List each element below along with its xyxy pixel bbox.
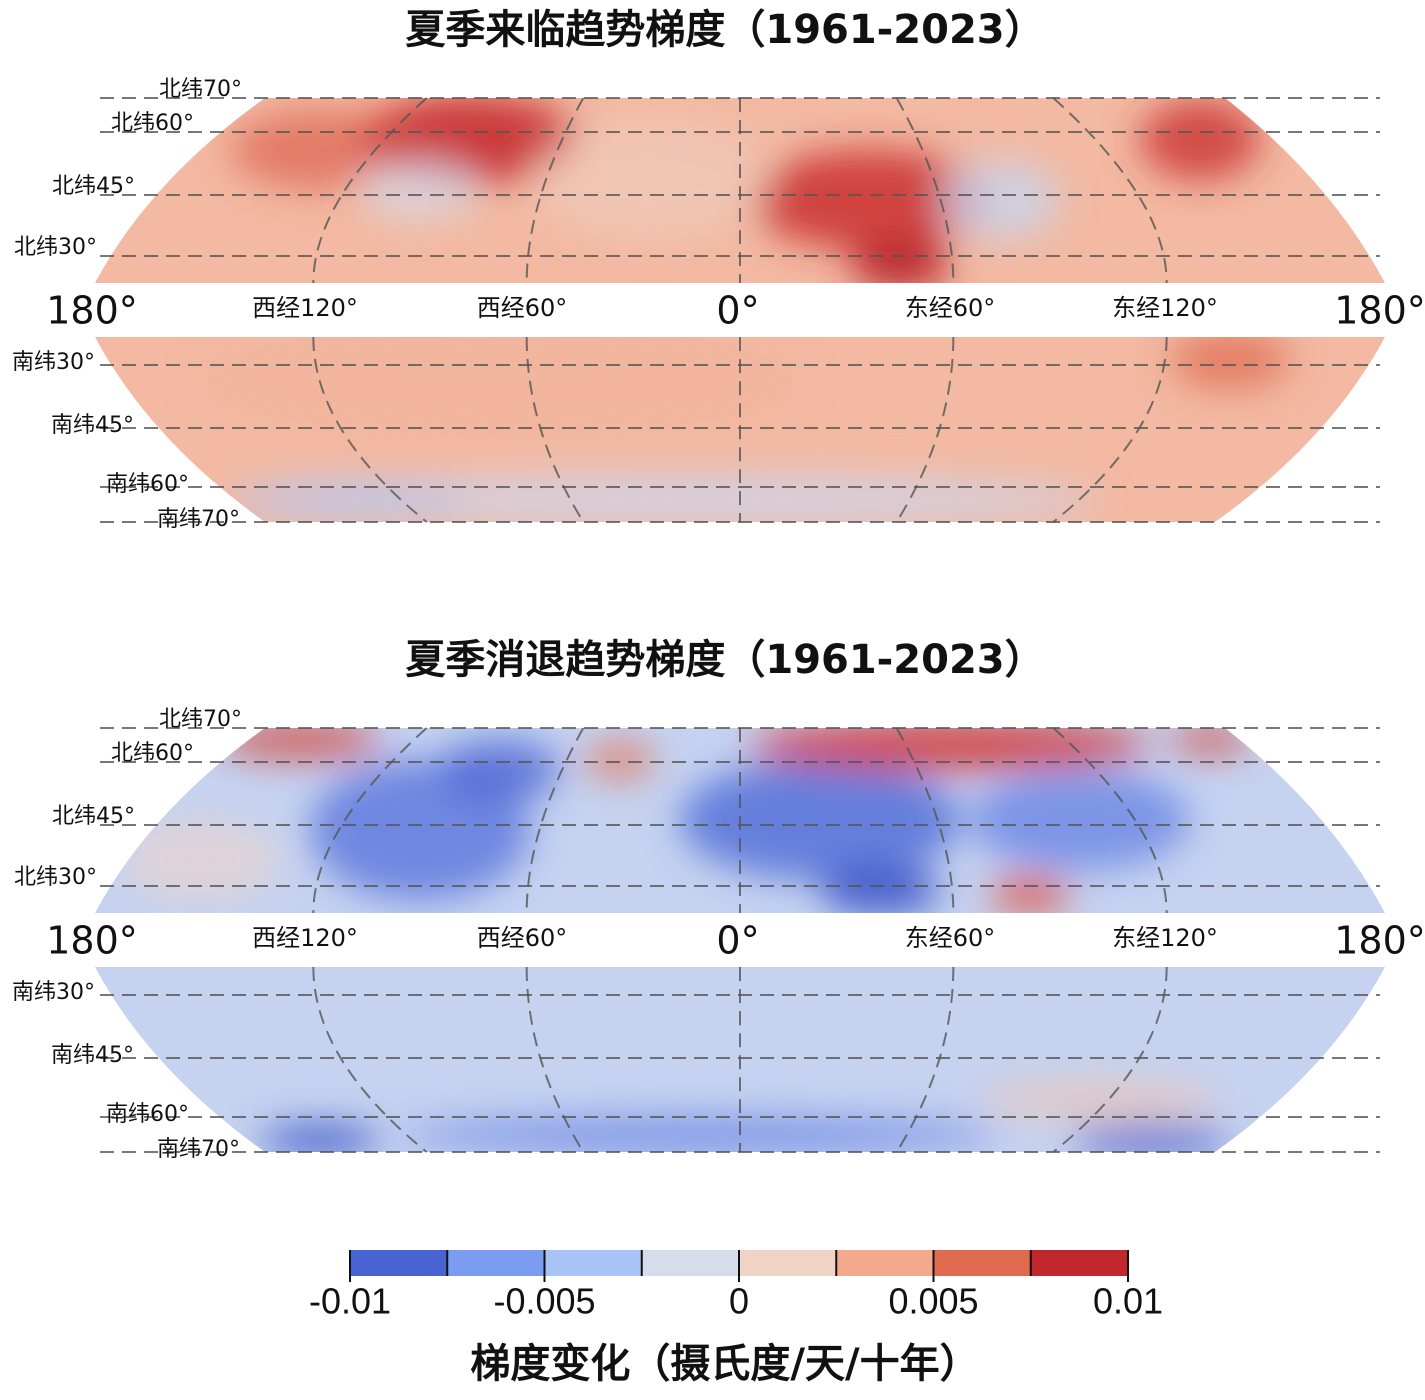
anomaly	[120, 820, 280, 900]
equator-band	[0, 914, 1425, 966]
anomaly	[530, 120, 770, 240]
longitude-label: 西经120°	[252, 924, 358, 952]
map-title: 夏季消退趋势梯度（1961-2023）	[405, 637, 1044, 683]
anomaly	[970, 770, 1190, 870]
colorbar-band	[836, 1250, 934, 1276]
longitude-label: 西经60°	[477, 924, 568, 952]
anomaly	[1070, 1125, 1230, 1152]
colorbar-band	[641, 1250, 739, 1276]
meridian	[312, 727, 428, 1153]
anomaly	[1170, 728, 1250, 755]
latitude-label: 南纬70°	[157, 1137, 240, 1162]
longitude-label: 180°	[1334, 919, 1425, 963]
anomaly	[680, 760, 960, 880]
anomaly	[750, 728, 1150, 770]
longitude-label: 0°	[716, 289, 759, 333]
colorbar-label: 梯度变化（摄氏度/天/十年）	[470, 1341, 979, 1387]
colorbar-tick-label: 0.005	[888, 1281, 978, 1322]
latitude-label: 南纬45°	[51, 413, 134, 438]
anomaly	[980, 1080, 1220, 1120]
latitude-label: 北纬60°	[111, 111, 194, 136]
latitude-label: 南纬70°	[157, 507, 240, 532]
longitude-label: 西经60°	[477, 294, 568, 322]
map-anomalies	[120, 728, 1250, 1152]
meridian	[312, 97, 428, 523]
meridian	[525, 97, 585, 523]
meridian	[895, 727, 955, 1153]
anomaly	[585, 740, 655, 780]
anomaly	[230, 480, 470, 520]
anomaly	[850, 240, 950, 290]
colorbar-tick-label: -0.005	[493, 1281, 595, 1322]
latitude-label: 北纬30°	[14, 865, 97, 890]
anomaly	[220, 728, 380, 760]
colorbar-band	[933, 1250, 1031, 1276]
colorbar: -0.01 -0.005 0 0.005 0.01 梯度变化（摄氏度/天/十年）	[309, 1250, 1163, 1387]
anomaly	[360, 160, 480, 220]
colorbar-band	[739, 1250, 837, 1276]
latitude-label: 南纬30°	[12, 350, 95, 375]
longitude-label: 东经120°	[1112, 294, 1218, 322]
longitude-label: 东经120°	[1112, 924, 1218, 952]
meridian	[895, 97, 955, 523]
longitude-label: 东经60°	[905, 924, 996, 952]
map-anomalies	[200, 98, 1290, 522]
colorbar-tick-label: -0.01	[309, 1281, 391, 1322]
meridian	[525, 727, 585, 1153]
colorbar-band	[447, 1250, 545, 1276]
colorbar-band	[350, 1250, 448, 1276]
meridian	[1052, 727, 1168, 1153]
map-panel: 夏季消退趋势梯度（1961-2023） 北纬70° 北纬60° 北纬45° 北纬30° 南…	[0, 637, 1425, 1162]
latitude-label: 南纬60°	[106, 1102, 189, 1127]
meridian	[1052, 97, 1168, 523]
colorbar-band	[1030, 1250, 1128, 1276]
anomaly	[200, 330, 800, 430]
latitude-label: 北纬30°	[14, 235, 97, 260]
anomaly	[750, 150, 990, 250]
longitude-label: 180°	[46, 289, 138, 333]
anomaly	[820, 865, 940, 915]
latitude-label: 北纬45°	[52, 804, 135, 829]
anomaly	[230, 110, 410, 190]
map-panel: 夏季来临趋势梯度（1961-2023） 北纬70° 北纬60° 北纬45° 北纬30° 南…	[0, 7, 1425, 532]
anomaly	[260, 1125, 380, 1152]
anomaly	[440, 740, 560, 800]
longitude-label: 180°	[46, 919, 138, 963]
longitude-label: 180°	[1334, 289, 1425, 333]
equator-band	[0, 284, 1425, 336]
colorbar-band	[544, 1250, 642, 1276]
latitude-label: 南纬30°	[12, 980, 95, 1005]
latitude-label: 南纬45°	[51, 1043, 134, 1068]
latitude-label: 北纬45°	[52, 174, 135, 199]
latitude-label: 北纬70°	[159, 77, 242, 102]
anomaly	[990, 877, 1070, 913]
anomaly	[400, 1117, 1000, 1152]
latitude-label: 北纬70°	[159, 707, 242, 732]
longitude-label: 0°	[716, 919, 759, 963]
anomaly	[1140, 100, 1260, 180]
colorbar-tick-label: 0	[729, 1281, 749, 1322]
latitude-label: 南纬60°	[106, 472, 189, 497]
map-title: 夏季来临趋势梯度（1961-2023）	[405, 7, 1044, 53]
anomaly	[940, 160, 1060, 240]
colorbar-tick-label: 0.01	[1093, 1281, 1163, 1322]
anomaly	[1170, 330, 1290, 390]
longitude-label: 东经60°	[905, 294, 996, 322]
longitude-label: 西经120°	[252, 294, 358, 322]
latitude-label: 北纬60°	[111, 741, 194, 766]
